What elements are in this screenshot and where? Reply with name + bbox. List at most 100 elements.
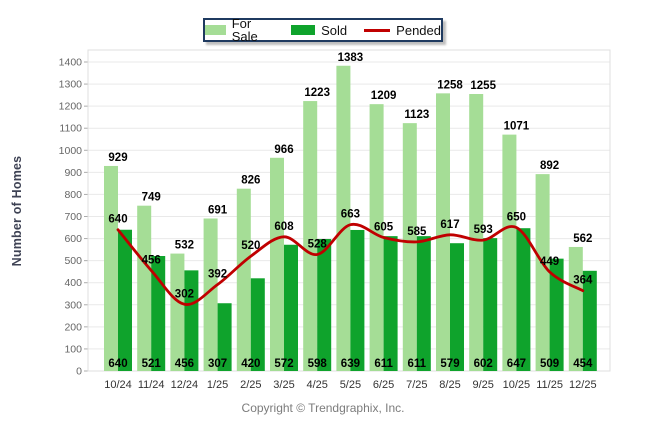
for-sale-value-label: 1223	[304, 87, 330, 99]
pended-line	[116, 222, 585, 306]
pended-value-label: 650	[507, 212, 526, 224]
sold-value-label: 647	[507, 358, 526, 370]
bar-sold	[184, 270, 199, 371]
bar-sold	[516, 228, 531, 371]
for-sale-value-label: 966	[274, 144, 293, 156]
bar-sold	[350, 229, 365, 371]
x-axis-label: 3/25	[273, 379, 294, 391]
legend-item-pended: Pended	[364, 24, 441, 37]
bar-sold	[416, 236, 431, 371]
bar-for-sale	[236, 188, 251, 371]
legend-label-pended: Pended	[396, 22, 441, 38]
bar-for-sale	[502, 134, 517, 371]
for-sale-value-label: 1255	[470, 80, 496, 92]
pended-value-label: 528	[308, 238, 328, 250]
for-sale-value-label: 929	[108, 152, 127, 164]
sold-value-label: 611	[374, 358, 393, 370]
sold-value-label: 639	[341, 358, 360, 370]
x-axis-label: 11/25	[536, 379, 563, 391]
bar-sold	[317, 239, 332, 371]
for-sale-value-label: 1383	[338, 52, 364, 64]
y-tick-label: 500	[64, 255, 82, 267]
y-tick-label: 1300	[59, 79, 83, 91]
bar-sold	[450, 243, 464, 371]
bar-for-sale	[203, 218, 218, 371]
x-axis-label: 7/25	[406, 379, 427, 391]
bar-sold	[549, 258, 564, 371]
pended-value-label: 456	[142, 254, 161, 266]
pended-value-label: 640	[108, 214, 127, 226]
x-axis-label: 12/25	[569, 379, 597, 391]
sold-value-label: 307	[208, 358, 227, 370]
y-tick-label: 800	[64, 189, 82, 201]
bar-for-sale	[402, 123, 417, 372]
bar-for-sale	[369, 104, 384, 371]
y-tick-label: 0	[76, 366, 82, 378]
x-axis-label: 11/24	[138, 379, 165, 391]
bar-sold	[483, 238, 498, 371]
y-tick-label: 700	[64, 211, 82, 223]
bar-sold	[383, 236, 398, 371]
bar-sold	[118, 229, 132, 371]
sold-value-label: 572	[274, 358, 293, 370]
sold-value-label: 454	[573, 358, 593, 370]
for-sale-value-label: 691	[208, 204, 228, 216]
legend-item-for-sale: For Sale	[205, 17, 274, 43]
bar-for-sale	[104, 165, 118, 371]
legend-item-sold: Sold	[291, 24, 347, 37]
bar-sold	[250, 278, 265, 371]
bar-sold	[284, 244, 298, 371]
for-sale-value-label: 532	[175, 240, 194, 252]
chart-legend: For Sale Sold Pended	[203, 17, 443, 43]
pended-value-label: 663	[341, 209, 360, 221]
pended-line-swatch-icon	[364, 28, 391, 32]
for-sale-value-label: 1123	[404, 109, 429, 121]
y-tick-label: 1200	[59, 101, 83, 113]
bar-sold	[217, 303, 232, 371]
x-axis-label: 9/25	[472, 379, 493, 391]
bar-for-sale	[270, 157, 284, 371]
for-sale-value-label: 749	[142, 192, 161, 204]
sold-value-label: 509	[540, 358, 559, 370]
for-sale-value-label: 1258	[437, 79, 463, 91]
pended-value-label: 593	[474, 224, 493, 236]
sold-value-label: 611	[408, 358, 427, 370]
pended-value-label: 605	[374, 221, 394, 233]
pended-value-label: 585	[407, 226, 427, 238]
pended-value-label: 364	[573, 275, 593, 287]
bar-for-sale	[535, 174, 550, 371]
pended-value-label: 302	[175, 288, 194, 300]
y-tick-label: 100	[64, 343, 82, 355]
legend-label-for-sale: For Sale	[231, 16, 258, 44]
bar-for-sale	[336, 65, 351, 372]
bar-for-sale	[568, 246, 583, 371]
sold-value-label: 598	[308, 358, 328, 370]
y-tick-label: 900	[64, 167, 82, 179]
sold-swatch-icon	[291, 25, 316, 35]
x-axis-label: 4/25	[306, 379, 327, 391]
y-tick-label: 1000	[59, 145, 83, 157]
x-axis-label: 5/25	[340, 379, 361, 391]
y-tick-label: 300	[64, 299, 82, 311]
sold-value-label: 640	[108, 358, 127, 370]
pended-value-label: 617	[440, 219, 459, 231]
for-sale-value-label: 892	[540, 160, 559, 172]
for-sale-value-label: 826	[241, 175, 260, 187]
y-tick-label: 1100	[59, 123, 82, 135]
for-sale-swatch-icon	[205, 25, 226, 35]
sold-value-label: 420	[241, 358, 260, 370]
bar-for-sale	[469, 94, 484, 371]
copyright-text: Copyright © Trendgraphix, Inc.	[241, 401, 405, 415]
x-axis-label: 8/25	[439, 379, 460, 391]
pended-value-label: 449	[540, 256, 559, 268]
x-axis-label: 2/25	[240, 379, 261, 391]
for-sale-value-label: 562	[573, 233, 592, 245]
pended-value-label: 520	[241, 240, 260, 252]
x-axis-label: 10/25	[503, 379, 531, 391]
bar-for-sale	[137, 205, 152, 371]
y-tick-label: 1400	[59, 57, 83, 69]
sold-value-label: 602	[474, 358, 493, 370]
pended-value-label: 608	[274, 221, 294, 233]
